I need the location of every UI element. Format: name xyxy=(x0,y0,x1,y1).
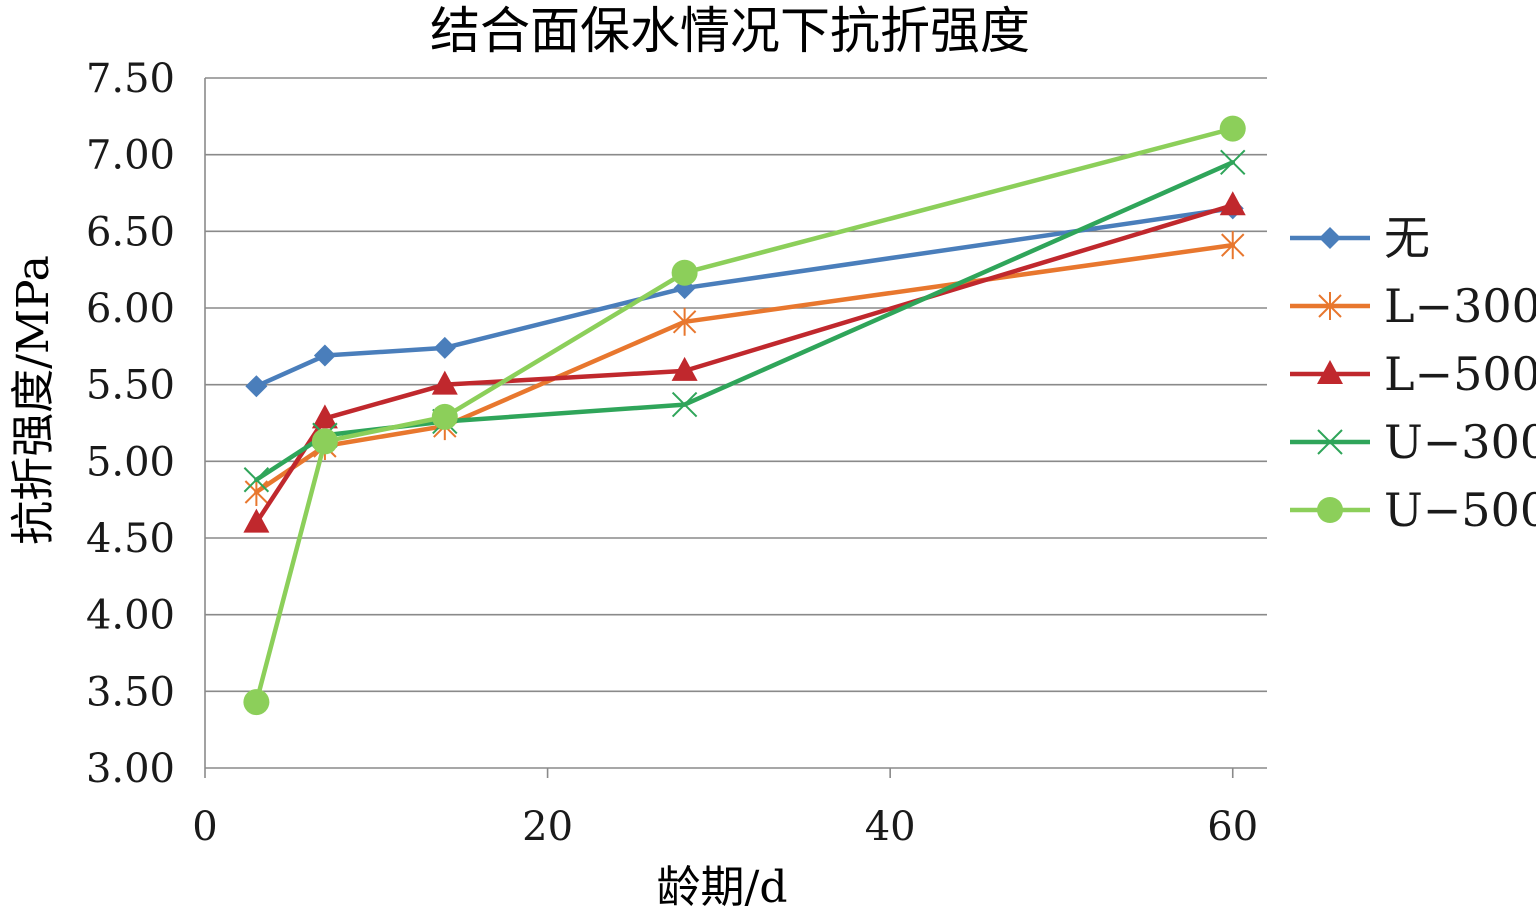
series-U−300 xyxy=(243,149,1246,493)
legend-label: 无 xyxy=(1384,211,1430,265)
y-tick-label: 6.50 xyxy=(86,209,175,255)
data-point xyxy=(311,428,338,455)
series-line xyxy=(254,242,1235,495)
data-point xyxy=(243,467,270,493)
series-line xyxy=(254,203,1235,525)
legend-label: U−500 xyxy=(1384,483,1536,537)
series-group xyxy=(243,115,1246,716)
gridlines xyxy=(205,77,1267,693)
x-tick-label: 20 xyxy=(522,804,573,850)
x-axis-label: 龄期/d xyxy=(657,862,788,911)
y-axis-ticks: 3.00 3.50 4.00 4.50 5.00 5.50 6.00 6.50 7.00 7.50 xyxy=(86,56,175,792)
series-无 xyxy=(245,197,1244,398)
legend-marker xyxy=(1319,227,1341,249)
data-point xyxy=(1220,149,1246,176)
data-point xyxy=(243,508,270,533)
legend-label: L−500 xyxy=(1384,347,1536,401)
data-point xyxy=(671,391,698,418)
legend-marker xyxy=(1317,429,1343,455)
y-tick-label: 3.00 xyxy=(86,746,175,792)
x-tick-label: 0 xyxy=(192,804,217,850)
data-point xyxy=(431,370,458,395)
axes xyxy=(204,78,1267,769)
legend-item: 无 xyxy=(1290,211,1430,265)
data-point xyxy=(244,478,269,506)
series-line xyxy=(254,206,1235,389)
data-point xyxy=(433,336,456,359)
y-axis-label: 抗折强度/MPa xyxy=(8,255,59,545)
y-tick-label: 7.00 xyxy=(86,133,175,179)
legend-item: U−300 xyxy=(1290,415,1536,469)
legend-item: L−500 xyxy=(1290,347,1536,401)
legend-marker xyxy=(1317,360,1343,384)
data-point xyxy=(311,404,338,429)
x-axis-ticks: 0 20 40 60 xyxy=(192,768,1258,850)
y-tick-label: 6.00 xyxy=(86,286,175,332)
data-point xyxy=(431,403,458,430)
data-point xyxy=(671,259,698,286)
chart-title: 结合面保水情况下抗折强度 xyxy=(430,2,1030,60)
data-point xyxy=(671,356,698,381)
legend-marker xyxy=(1318,292,1342,320)
series-U−500 xyxy=(243,115,1246,716)
y-tick-label: 4.00 xyxy=(86,593,175,639)
data-point xyxy=(245,375,268,398)
series-L−300 xyxy=(244,231,1245,506)
y-tick-label: 5.50 xyxy=(86,363,175,409)
y-tick-label: 4.50 xyxy=(86,516,175,562)
data-point xyxy=(1221,231,1245,260)
series-L−500 xyxy=(243,191,1246,533)
y-tick-label: 7.50 xyxy=(86,56,175,102)
series-line xyxy=(254,126,1235,705)
x-tick-label: 40 xyxy=(865,804,916,850)
data-point xyxy=(313,344,336,367)
data-point xyxy=(243,689,270,716)
legend-item: L−300 xyxy=(1290,279,1536,333)
legend-label: L−300 xyxy=(1384,279,1536,333)
legend-marker xyxy=(1317,497,1343,523)
data-point xyxy=(1219,115,1246,142)
data-point xyxy=(672,307,697,336)
data-point xyxy=(1219,191,1246,216)
legend-label: U−300 xyxy=(1384,415,1536,469)
y-tick-label: 5.00 xyxy=(86,439,175,485)
x-tick-label: 60 xyxy=(1207,804,1258,850)
legend: 无 L−300 L−500 U−300 U−500 xyxy=(1290,211,1536,537)
y-tick-label: 3.50 xyxy=(86,669,175,715)
legend-item: U−500 xyxy=(1290,483,1536,537)
